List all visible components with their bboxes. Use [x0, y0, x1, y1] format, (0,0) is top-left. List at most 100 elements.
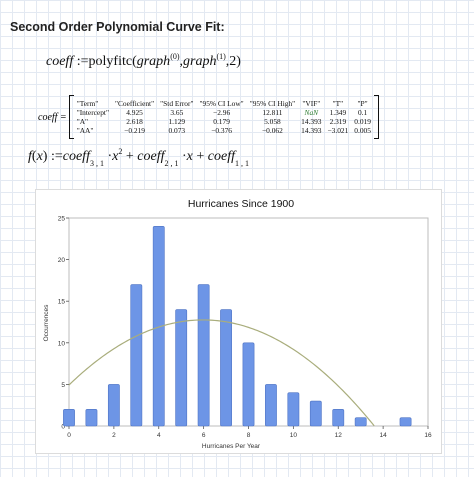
y-tick-label: 0 — [61, 424, 65, 431]
histogram-bar — [85, 409, 98, 427]
page-heading: Second Order Polynomial Curve Fit: — [10, 20, 225, 34]
chart-title: Hurricanes Since 1900 — [188, 198, 294, 210]
coeff-table-cell: −3.021 — [327, 126, 349, 135]
coeff-table-cell: 1.129 — [168, 117, 186, 126]
coeff-table-cell: 1.349 — [329, 108, 347, 117]
histogram-bar — [197, 284, 210, 427]
coeff-table-cell: 3.65 — [170, 108, 184, 117]
coeff-table-cell: "AA" — [76, 126, 94, 135]
coeff-table-cell: −2.96 — [213, 108, 231, 117]
graph-arg-1: graph — [136, 54, 171, 69]
coeff-table-cell: −0.062 — [262, 126, 283, 135]
model-variable: x — [186, 149, 193, 164]
assign-operator: := — [50, 149, 63, 164]
coeff-table-cell: −0.219 — [124, 126, 145, 135]
x-axis-label: Hurricanes Per Year — [202, 443, 261, 450]
coeff-table-cell: "Term" — [76, 99, 99, 108]
x-tick-label: 16 — [424, 432, 432, 439]
coeff-table-cell: 0.019 — [354, 117, 371, 126]
chart-svg: Hurricanes Since 1900 Hurricanes Per Yea… — [43, 198, 432, 450]
model-variable: x — [112, 149, 119, 164]
coeff-table-cell: 4.925 — [126, 108, 143, 117]
coeff-table: "Term" "Coefficient" "Std Error" "95% CI Lo… — [74, 99, 374, 135]
y-axis-label: Occurrences — [43, 304, 50, 342]
comma: , — [179, 54, 184, 69]
coeff-term-1-subscript: 3 , 1 — [89, 159, 104, 168]
polyfit-equation[interactable]: coeff :=polyfitc(graph(0),graph(1),2) — [46, 52, 241, 70]
histogram-bar — [287, 392, 300, 427]
y-tick-label: 15 — [58, 299, 66, 306]
coeff-table-cell: "95% CI High" — [249, 99, 296, 108]
plus-operator: + — [125, 149, 134, 164]
histogram-bar — [220, 309, 232, 427]
coeff-term-3: coeff — [207, 149, 235, 164]
y-tick-label: 10 — [58, 340, 66, 347]
matrix-left-bracket — [68, 95, 74, 139]
coeff-table-cell: "Intercept" — [76, 108, 109, 117]
coeff-term-3-subscript: 1 , 1 — [235, 159, 249, 168]
coeff-table-header-row: "Term" "Coefficient" "Std Error" "95% CI Lo… — [74, 99, 374, 108]
multiply-dot: · — [181, 149, 187, 164]
coeff-table-cell: 0.005 — [354, 126, 371, 135]
comma: , — [225, 54, 230, 69]
model-function-name: f — [28, 149, 32, 164]
coeff-table-cell: NaN — [304, 108, 319, 117]
coeff-term-1: coeff — [62, 149, 90, 164]
coeff-table-row: "Intercept" 4.925 3.65 −2.96 12.811 NaN 1.349 0… — [74, 108, 374, 117]
fit-curve-line — [68, 319, 375, 427]
multiply-dot: · — [107, 149, 113, 164]
x-tick-label: 6 — [202, 432, 206, 439]
coeff-table-cell: 0.073 — [168, 126, 186, 135]
coeff-variable: coeff — [46, 54, 74, 69]
coeff-table-row: "AA" −0.219 0.073 −0.376 −0.062 14.393 −3.021 0… — [74, 126, 374, 135]
x-tick-label: 2 — [112, 432, 116, 439]
graph-arg-2-superscript: (1) — [216, 52, 226, 61]
coeff-table-cell: 14.393 — [301, 126, 322, 135]
histogram-bar — [63, 409, 75, 427]
coeff-table-cell: 5.058 — [264, 117, 281, 126]
coeff-table-cell: "Coefficient" — [114, 99, 155, 108]
histogram-bar — [242, 342, 255, 427]
open-paren: ( — [31, 149, 37, 164]
coeff-table-cell: 0.1 — [357, 108, 368, 117]
plus-operator: + — [196, 149, 205, 164]
power-exponent: 2 — [118, 147, 123, 156]
y-tick-label: 25 — [58, 216, 66, 223]
coeff-table-cell: "P" — [357, 99, 368, 108]
histogram-bar — [265, 384, 277, 427]
close-paren: ) — [236, 54, 241, 69]
coeff-result-label: coeff = — [38, 111, 67, 123]
x-tick-label: 0 — [67, 432, 71, 439]
assign-operator: := — [76, 54, 89, 69]
coeff-table-cell: 0.179 — [213, 117, 230, 126]
hurricane-chart[interactable]: Hurricanes Since 1900 Hurricanes Per Yea… — [35, 189, 442, 454]
x-tick-label: 12 — [335, 432, 343, 439]
histogram-bar — [354, 417, 367, 427]
graph-arg-1-superscript: (0) — [170, 52, 180, 61]
histogram-bar — [107, 384, 120, 427]
coeff-result-matrix[interactable]: coeff = "Term" "Coefficient" "Std Error" "9… — [38, 95, 379, 139]
coeff-term-2: coeff — [137, 149, 165, 164]
histogram-bar — [175, 309, 188, 427]
coeff-table-cell: −0.376 — [211, 126, 232, 135]
histogram-bar — [152, 226, 165, 427]
coeff-table-row: "A" 2.618 1.129 0.179 5.058 14.393 2.319 0.019 — [74, 117, 374, 126]
model-equation[interactable]: f(x) :=coeff3 , 1 ·x2 + coeff2 , 1 ·x + … — [28, 147, 249, 168]
matrix-right-bracket — [373, 95, 379, 139]
coeff-table-cell: "VIF" — [302, 99, 321, 108]
x-tick-label: 8 — [247, 432, 251, 439]
histogram-bar — [332, 409, 345, 427]
degree-arg: 2 — [229, 54, 237, 69]
close-paren: ) — [42, 149, 48, 164]
open-paren: ( — [132, 54, 137, 69]
histogram-bar — [130, 284, 143, 427]
coeff-table-cell: "T" — [332, 99, 344, 108]
coeff-table-cell: 2.319 — [329, 117, 347, 126]
x-tick-label: 4 — [157, 432, 161, 439]
coeff-table-cell: 2.618 — [126, 117, 143, 126]
model-variable: x — [36, 149, 43, 164]
histogram-bar — [309, 400, 322, 427]
coeff-term-2-subscript: 2 , 1 — [164, 159, 179, 168]
coeff-table-cell: "Std Error" — [160, 99, 194, 108]
polyfit-function: polyfitc — [88, 54, 133, 69]
